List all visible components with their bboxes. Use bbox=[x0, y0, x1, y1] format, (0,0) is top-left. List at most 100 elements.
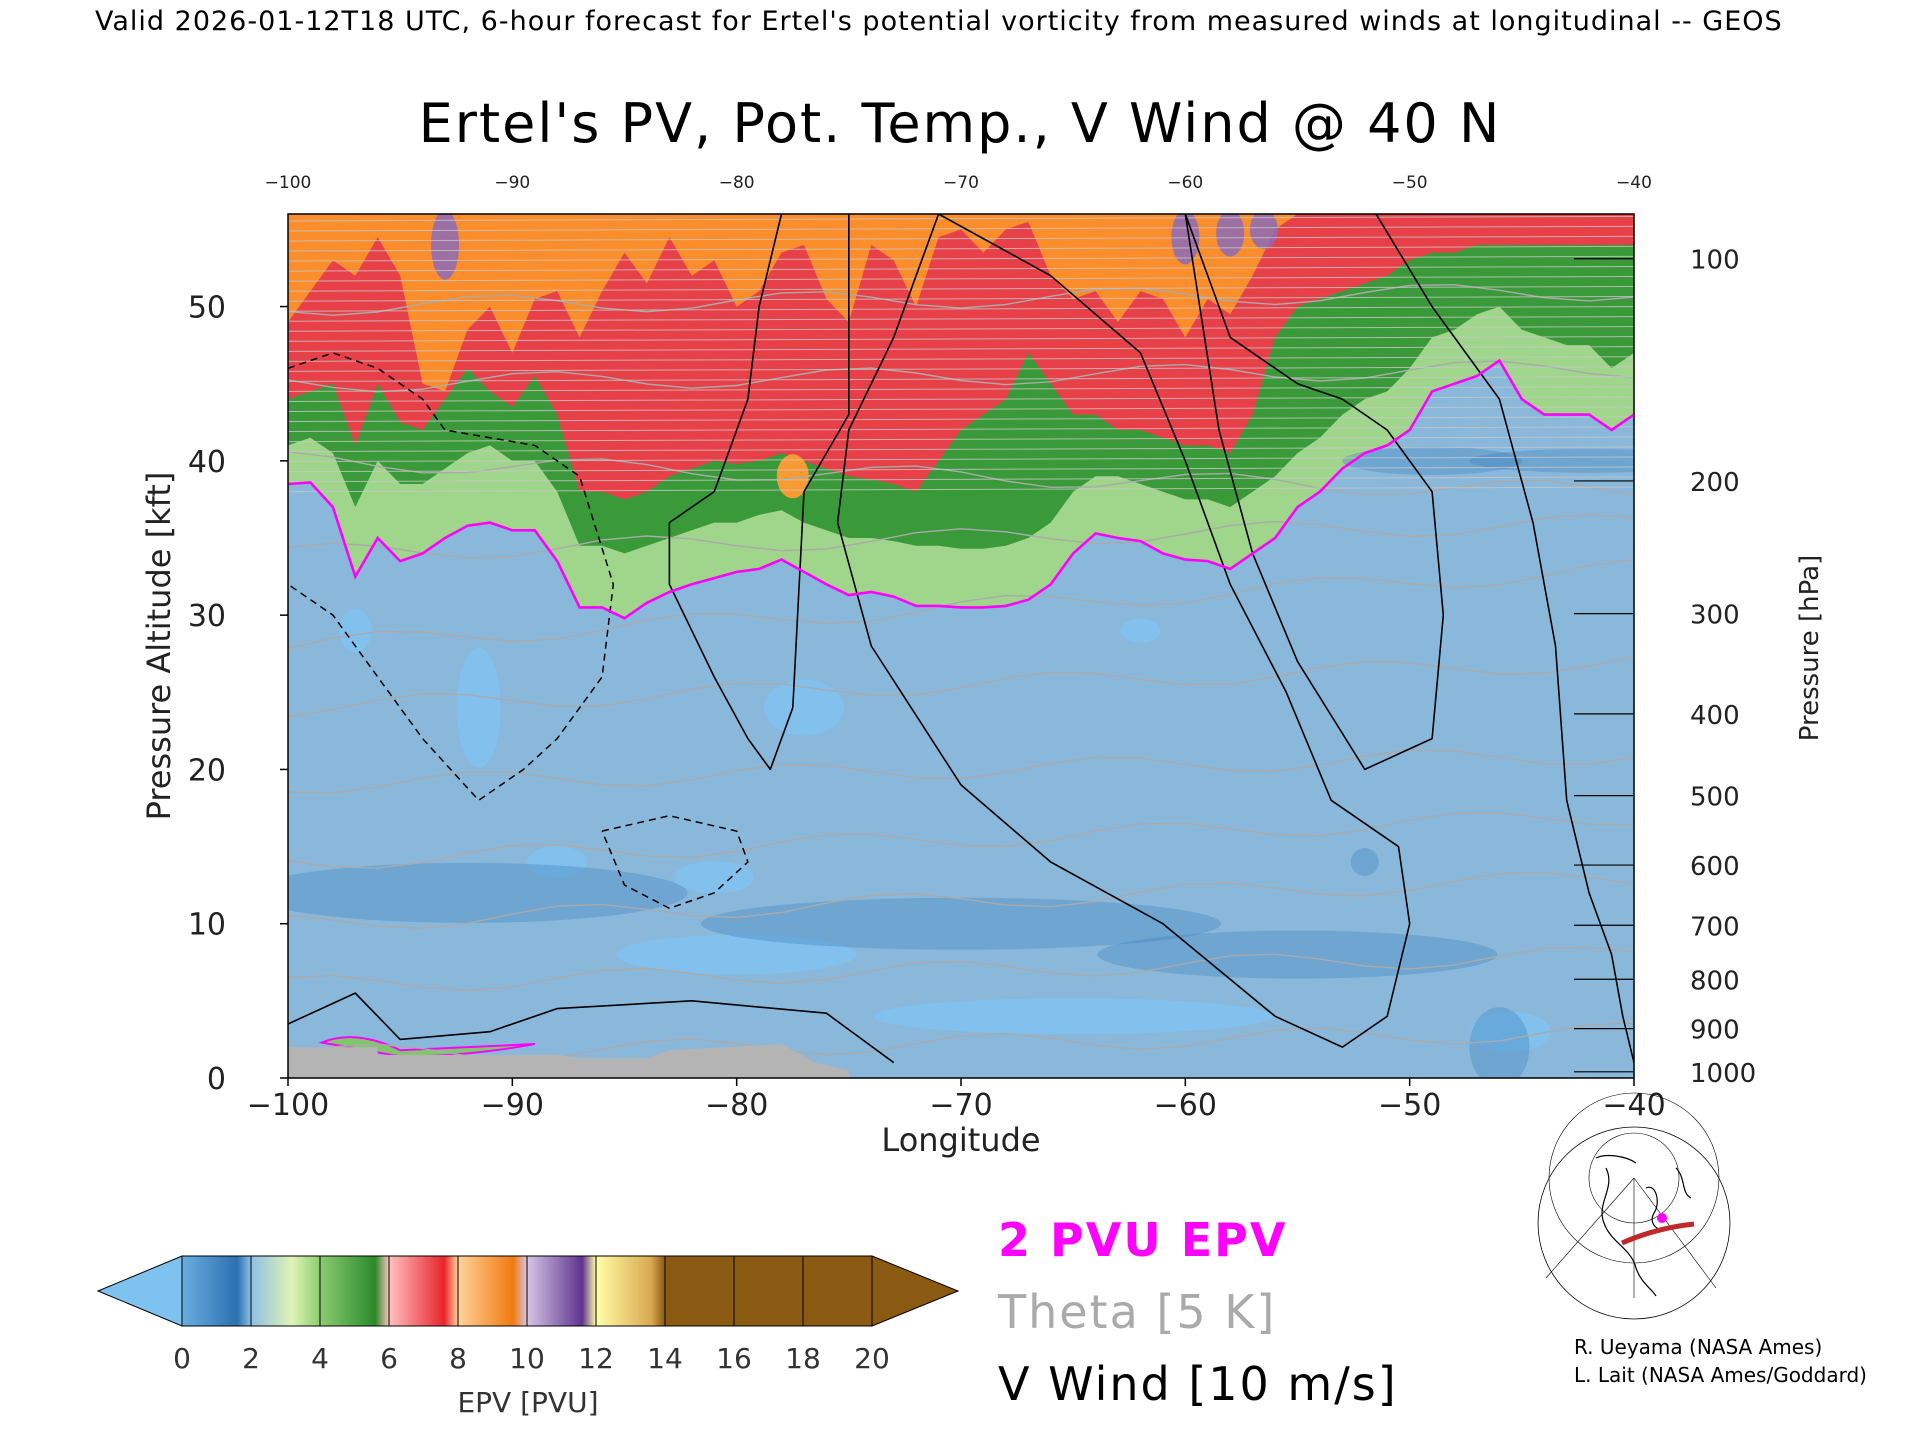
pv-dark-patch bbox=[288, 862, 688, 923]
colorbar-tick-label: 2 bbox=[242, 1342, 260, 1375]
theta-contour-strat bbox=[288, 446, 1634, 453]
theta-contour-strat bbox=[288, 406, 1634, 412]
theta-contour-strat bbox=[288, 286, 1634, 292]
pressure-tick-label: 400 bbox=[1690, 701, 1740, 731]
y-tick-label: 0 bbox=[207, 1062, 226, 1097]
legend-v-wind: V Wind [10 m/s] bbox=[998, 1357, 1398, 1411]
y-axis-label-right: Pressure [hPa] bbox=[1795, 555, 1825, 742]
y-tick-label: 10 bbox=[188, 908, 226, 943]
v-wind-contour-surface bbox=[288, 992, 895, 1064]
theta-contour-300 bbox=[288, 946, 1634, 992]
x-tick-label: −80 bbox=[705, 1088, 768, 1123]
pv-pocket-high bbox=[1216, 214, 1245, 257]
theta-contour-330 bbox=[288, 749, 1634, 794]
colorbar-tick-label: 4 bbox=[311, 1342, 329, 1375]
pv-dark-patch bbox=[1350, 848, 1379, 876]
pv-dark-patch bbox=[701, 897, 1221, 950]
map-cross-section-line bbox=[1620, 1221, 1695, 1246]
pv-pocket-high bbox=[1249, 214, 1278, 249]
pv-light-patch bbox=[763, 679, 844, 736]
forecast-header: Valid 2026-01-12T18 UTC, 6-hour forecast… bbox=[95, 6, 1783, 37]
v-wind-contour-positive bbox=[668, 214, 850, 771]
theta-contour-380 bbox=[288, 360, 1634, 393]
colorbar-tick-label: 6 bbox=[380, 1342, 398, 1375]
colorbar-tick-label: 10 bbox=[509, 1342, 545, 1375]
top-tick-label: −100 bbox=[265, 173, 312, 193]
colorbar-overflow-arrow bbox=[871, 1255, 960, 1327]
theta-contour-strat bbox=[288, 265, 1634, 272]
top-tick-label: −80 bbox=[719, 173, 755, 193]
pv-dark-patch bbox=[1469, 1007, 1530, 1078]
pressure-tick-label: 500 bbox=[1690, 783, 1740, 813]
y-tick-label: 20 bbox=[188, 753, 226, 788]
theta-contour-strat bbox=[288, 416, 1634, 423]
pressure-tick-label: 700 bbox=[1690, 912, 1740, 942]
pv-dark-patch bbox=[1097, 930, 1498, 979]
x-tick-label: −40 bbox=[1602, 1088, 1665, 1123]
pressure-tick-label: 900 bbox=[1690, 1016, 1740, 1046]
location-map bbox=[1536, 1092, 1732, 1320]
theta-contour-strat bbox=[288, 235, 1634, 242]
legend-2pvu: 2 PVU EPV bbox=[998, 1213, 1287, 1267]
x-tick-label: −60 bbox=[1154, 1088, 1217, 1123]
x-axis-label: Longitude bbox=[881, 1121, 1040, 1159]
colorbar-tick-label: 0 bbox=[173, 1342, 191, 1375]
theta-contour-strat bbox=[288, 376, 1634, 382]
y-axis-label-left: Pressure Altitude [kft] bbox=[140, 472, 178, 821]
theta-contour-strat bbox=[288, 456, 1634, 463]
theta-contour-strat bbox=[288, 275, 1634, 282]
theta-contour-strat bbox=[288, 316, 1634, 322]
v-wind-contour-positive bbox=[836, 214, 1411, 1048]
theta-contour-strat bbox=[288, 486, 1634, 493]
theta-contour-370 bbox=[288, 451, 1634, 497]
theta-contour-320 bbox=[288, 811, 1634, 869]
map-location-marker bbox=[1657, 1213, 1667, 1223]
terrain-mask bbox=[288, 1044, 849, 1078]
theta-contour-390 bbox=[288, 283, 1634, 317]
colorbar: 0 2 4 6 8 10 12 14 16 18 20 EPV [PVU] bbox=[96, 1255, 960, 1419]
theta-contour-strat bbox=[288, 255, 1634, 262]
y-tick-label: 40 bbox=[188, 445, 226, 480]
pressure-tick-label: 800 bbox=[1690, 966, 1740, 996]
legend: 2 PVU EPV Theta [5 K] V Wind [10 m/s] bbox=[997, 1213, 1398, 1411]
top-tick-label: −50 bbox=[1392, 173, 1428, 193]
legend-theta: Theta [5 K] bbox=[997, 1285, 1276, 1339]
x-tick-label: −70 bbox=[929, 1088, 992, 1123]
colorbar-underflow-arrow-outline bbox=[96, 1255, 183, 1327]
pv-light-patch bbox=[527, 846, 588, 878]
pv-light-patch bbox=[674, 861, 755, 894]
credit-1: R. Ueyama (NASA Ames) bbox=[1574, 1335, 1822, 1359]
theta-contour-strat bbox=[288, 466, 1634, 473]
pv-light-patch bbox=[1120, 618, 1161, 643]
pressure-tick-label: 600 bbox=[1690, 852, 1740, 882]
theta-contour-340 bbox=[288, 655, 1634, 718]
theta-contour-strat bbox=[288, 476, 1634, 483]
x-tick-label: −50 bbox=[1378, 1088, 1441, 1123]
map-meridian bbox=[1545, 1177, 1635, 1279]
colorbar-tick-label: 12 bbox=[578, 1342, 614, 1375]
theta-contour-strat bbox=[288, 366, 1634, 372]
theta-contour-360 bbox=[288, 513, 1634, 559]
colorbar-tick-label: 18 bbox=[785, 1342, 821, 1375]
theta-contour-350 bbox=[288, 558, 1634, 650]
x-tick-label: −100 bbox=[247, 1088, 329, 1123]
theta-contour-strat bbox=[288, 326, 1634, 332]
top-tick-label: −40 bbox=[1616, 173, 1652, 193]
top-tick-label: −60 bbox=[1167, 173, 1203, 193]
top-tick-label: −70 bbox=[943, 173, 979, 193]
pv-band-0-2 bbox=[288, 360, 1634, 1078]
x-tick-label: −90 bbox=[481, 1088, 544, 1123]
chart-title: Ertel's PV, Pot. Temp., V Wind @ 40 N bbox=[419, 92, 1502, 155]
pressure-tick-label: 300 bbox=[1690, 601, 1740, 631]
v-wind-contour-negative bbox=[288, 352, 615, 802]
map-globe-edge bbox=[1537, 1126, 1731, 1320]
v-wind-contour-negative bbox=[601, 814, 749, 910]
theta-contour-strat bbox=[288, 336, 1634, 342]
theta-contour-strat bbox=[288, 346, 1634, 352]
pv-pocket-high bbox=[1171, 214, 1200, 265]
y-tick-label: 50 bbox=[188, 291, 226, 326]
map-meridian-2 bbox=[1633, 1177, 1717, 1289]
pv-light-patch bbox=[616, 934, 857, 975]
pressure-tick-label: 100 bbox=[1690, 246, 1740, 276]
